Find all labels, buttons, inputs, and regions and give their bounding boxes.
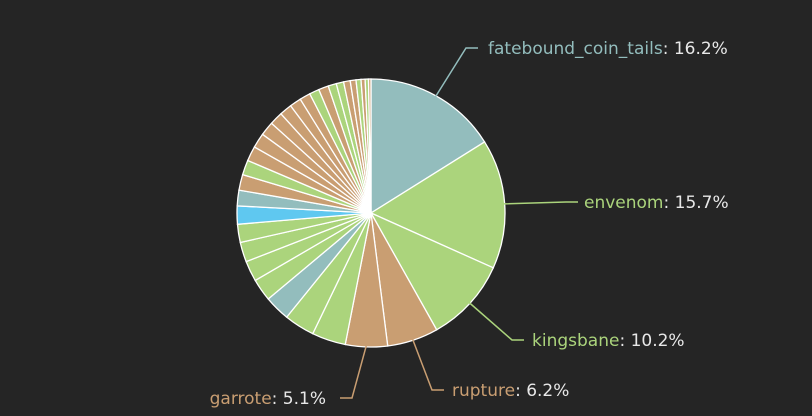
pie-slices (236, 78, 506, 348)
label-connector (434, 47, 478, 98)
slice-label-garrote: garrote: 5.1% (210, 389, 326, 409)
slice-labels: fatebound_coin_tails: 16.2% envenom: 15.7… (210, 39, 729, 409)
label-connector (411, 338, 444, 391)
slice-label-fatebound-coin-tails: fatebound_coin_tails: 16.2% (488, 39, 728, 59)
pie-slice-32[interactable] (367, 78, 372, 214)
slice-label-kingsbane: kingsbane: 10.2% (532, 331, 685, 351)
slice-label-rupture: rupture: 6.2% (452, 381, 569, 401)
label-connector (340, 344, 368, 399)
label-connector (502, 201, 578, 205)
label-connector (468, 301, 524, 341)
slice-label-envenom: envenom: 15.7% (584, 193, 729, 213)
